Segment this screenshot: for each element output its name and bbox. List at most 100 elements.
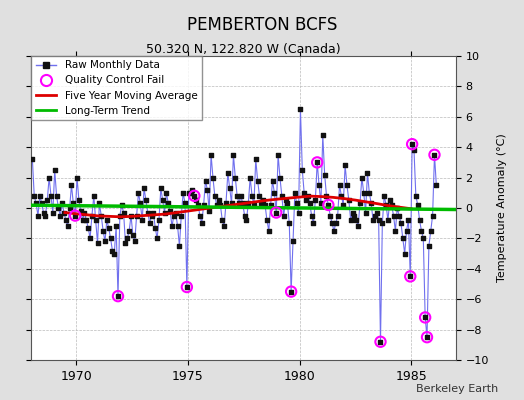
Point bbox=[90, 193, 98, 199]
Point bbox=[395, 212, 403, 219]
Point bbox=[421, 314, 429, 321]
Point bbox=[138, 217, 146, 223]
Point bbox=[400, 250, 409, 257]
Point bbox=[421, 314, 429, 321]
Point bbox=[343, 182, 351, 188]
Point bbox=[319, 132, 327, 138]
Point bbox=[292, 200, 301, 207]
Point bbox=[389, 212, 398, 219]
Point bbox=[58, 200, 67, 207]
Point bbox=[54, 205, 62, 211]
Point bbox=[382, 202, 390, 208]
Point bbox=[86, 235, 94, 242]
Point bbox=[158, 197, 167, 204]
Point bbox=[266, 202, 275, 208]
Point bbox=[179, 190, 188, 196]
Point bbox=[272, 209, 280, 216]
Point bbox=[359, 190, 368, 196]
Point bbox=[263, 217, 271, 223]
Point bbox=[430, 152, 439, 158]
Point bbox=[229, 152, 237, 158]
Point bbox=[270, 190, 279, 196]
Point bbox=[324, 202, 333, 208]
Point bbox=[278, 193, 286, 199]
Point bbox=[386, 197, 394, 204]
Point bbox=[365, 190, 374, 196]
Point bbox=[173, 223, 182, 230]
Point bbox=[116, 212, 124, 219]
Point bbox=[62, 217, 70, 223]
Point bbox=[216, 202, 225, 208]
Point bbox=[121, 240, 129, 246]
Point bbox=[209, 174, 217, 181]
Point bbox=[160, 209, 169, 216]
Point bbox=[97, 212, 105, 219]
Point bbox=[285, 220, 293, 226]
Point bbox=[330, 228, 338, 234]
Point bbox=[376, 338, 385, 345]
Point bbox=[254, 178, 262, 184]
Point bbox=[196, 212, 204, 219]
Point bbox=[384, 217, 392, 223]
Point bbox=[129, 232, 137, 238]
Point bbox=[140, 185, 148, 192]
Point bbox=[313, 159, 321, 166]
Point bbox=[32, 200, 40, 207]
Point bbox=[370, 212, 379, 219]
Point bbox=[339, 202, 347, 208]
Point bbox=[123, 235, 132, 242]
Point bbox=[419, 235, 428, 242]
Point bbox=[188, 186, 196, 193]
Point bbox=[369, 217, 377, 223]
Point bbox=[39, 209, 48, 216]
Point bbox=[170, 212, 178, 219]
Point bbox=[155, 217, 163, 223]
Point bbox=[213, 202, 221, 208]
Point bbox=[408, 141, 417, 147]
Point bbox=[104, 224, 113, 231]
Point bbox=[147, 212, 156, 219]
Point bbox=[50, 167, 59, 173]
Point bbox=[391, 228, 400, 234]
Point bbox=[45, 174, 53, 181]
Point bbox=[316, 200, 325, 207]
Point bbox=[429, 212, 437, 219]
Point bbox=[274, 152, 282, 158]
Point bbox=[153, 235, 161, 242]
Point bbox=[283, 200, 291, 207]
Point bbox=[305, 200, 314, 207]
Point bbox=[308, 212, 316, 219]
Point bbox=[375, 217, 383, 223]
Point bbox=[242, 217, 250, 223]
Point bbox=[430, 152, 439, 158]
Point bbox=[95, 200, 104, 207]
Point bbox=[235, 200, 243, 207]
Point bbox=[413, 202, 422, 208]
Point bbox=[218, 217, 226, 223]
Point bbox=[397, 220, 405, 226]
Point bbox=[225, 185, 234, 192]
Point bbox=[52, 193, 61, 199]
Point bbox=[151, 224, 159, 231]
Point bbox=[296, 106, 304, 112]
Text: Berkeley Earth: Berkeley Earth bbox=[416, 384, 498, 394]
Point bbox=[345, 197, 353, 204]
Point bbox=[187, 190, 195, 196]
Point bbox=[211, 193, 219, 199]
Point bbox=[34, 212, 42, 219]
Point bbox=[157, 185, 165, 192]
Point bbox=[146, 220, 154, 226]
Point bbox=[198, 220, 206, 226]
Point bbox=[175, 243, 183, 249]
Point bbox=[43, 197, 51, 204]
Point bbox=[60, 209, 68, 216]
Point bbox=[200, 202, 208, 208]
Point bbox=[300, 190, 308, 196]
Point bbox=[183, 284, 191, 290]
Point bbox=[28, 156, 37, 162]
Point bbox=[333, 212, 342, 219]
Point bbox=[222, 200, 230, 207]
Point bbox=[406, 273, 414, 280]
Point bbox=[373, 209, 381, 216]
Point bbox=[257, 200, 266, 207]
